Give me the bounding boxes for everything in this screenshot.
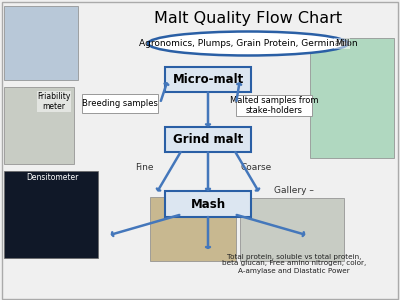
Text: Micro-malt: Micro-malt <box>172 73 244 86</box>
Text: Mill: Mill <box>335 39 349 48</box>
Bar <box>4 171 98 258</box>
Text: Densitometer: Densitometer <box>26 172 78 182</box>
FancyBboxPatch shape <box>165 127 251 152</box>
FancyBboxPatch shape <box>82 94 158 112</box>
Ellipse shape <box>148 32 348 56</box>
Text: Friability
meter: Friability meter <box>37 92 71 111</box>
Bar <box>150 196 236 261</box>
Text: Mash: Mash <box>190 197 226 211</box>
FancyBboxPatch shape <box>165 191 251 217</box>
FancyBboxPatch shape <box>165 67 251 92</box>
Text: Malt Quality Flow Chart: Malt Quality Flow Chart <box>154 11 342 26</box>
Text: Total protein, soluble vs total protein,
beta glucan, Free amino nitrogen, color: Total protein, soluble vs total protein,… <box>222 254 366 274</box>
Bar <box>4 6 78 80</box>
Text: Fine: Fine <box>135 164 153 172</box>
Text: Breeding samples: Breeding samples <box>82 99 158 108</box>
Bar <box>4 87 74 164</box>
Text: Grind malt: Grind malt <box>173 133 243 146</box>
FancyBboxPatch shape <box>236 95 312 116</box>
Bar <box>240 198 344 261</box>
Text: Malted samples from
stake-holders: Malted samples from stake-holders <box>230 96 318 115</box>
Text: Coarse: Coarse <box>240 164 272 172</box>
Text: Agronomics, Plumps, Grain Protein, Germination: Agronomics, Plumps, Grain Protein, Germi… <box>139 39 357 48</box>
Bar <box>310 38 394 158</box>
Text: Gallery –: Gallery – <box>274 186 314 195</box>
